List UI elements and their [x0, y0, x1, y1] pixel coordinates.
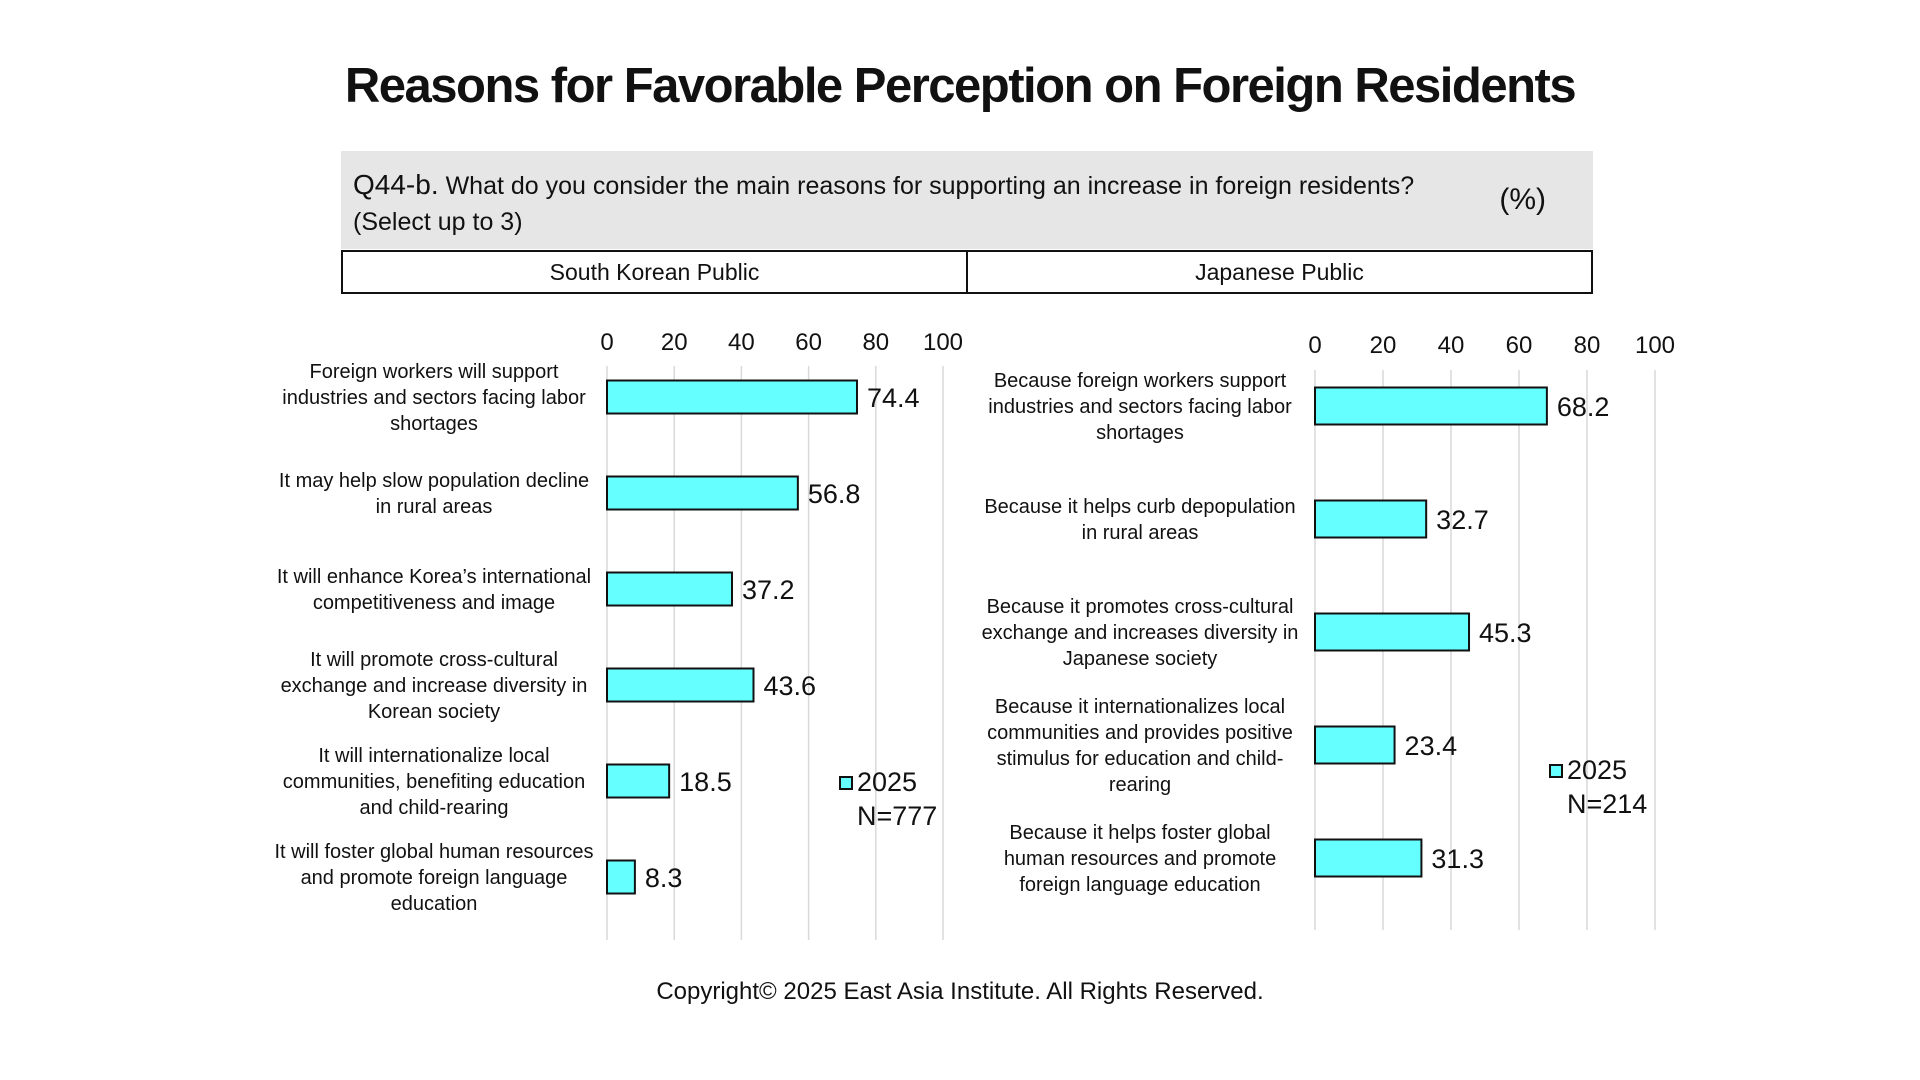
- copyright-text: Copyright© 2025 East Asia Institute. All…: [656, 978, 1264, 1005]
- category-label: It will promote cross-cultural exchange a…: [281, 649, 588, 723]
- category-label-line: stimulus for education and child-: [997, 748, 1284, 770]
- panel-header-row: South Korean Public Japanese Public: [341, 250, 1593, 294]
- category-label-line: communities and provides positive: [987, 722, 1293, 744]
- bar: [1314, 612, 1471, 652]
- bar: [606, 379, 858, 415]
- data-label: 37.2: [742, 575, 795, 605]
- category-label-line: Because it promotes cross-cultural: [987, 596, 1294, 618]
- category-label-line: Because it internationalizes local: [995, 696, 1285, 718]
- category-label-line: exchange and increases diversity in: [982, 622, 1299, 644]
- unit-label: (%): [1499, 183, 1546, 216]
- tick-label: 0: [600, 329, 613, 356]
- bar: [1314, 838, 1423, 878]
- category-label-line: rearing: [1109, 774, 1171, 796]
- bar: [1314, 499, 1428, 539]
- category-label: Because it helps curb depopulation in rur…: [984, 496, 1295, 544]
- category-label-line: industries and sectors facing labor: [282, 387, 586, 409]
- category-label-line: in rural areas: [376, 496, 493, 518]
- category-label: Foreign workers will support industries a…: [282, 361, 586, 435]
- category-label-line: industries and sectors facing labor: [988, 396, 1292, 418]
- category-label-line: human resources and promote: [1004, 848, 1276, 870]
- tick-label: 100: [1635, 332, 1675, 359]
- category-label-line: Because it helps curb depopulation: [984, 496, 1295, 518]
- tick-label: 20: [1370, 332, 1397, 359]
- data-label: 18.5: [679, 767, 732, 797]
- category-label: Because it helps foster global human reso…: [1004, 822, 1276, 896]
- question-box: Q44-b. What do you consider the main rea…: [341, 151, 1593, 249]
- chart-title: Reasons for Favorable Perception on Fore…: [344, 59, 1577, 113]
- category-label-line: exchange and increase diversity in: [281, 675, 588, 697]
- category-label: Because foreign workers support industrie…: [988, 370, 1292, 444]
- category-label-line: Japanese society: [1063, 648, 1218, 670]
- category-label-line: It will foster global human resources: [274, 841, 593, 863]
- category-label-line: education: [391, 893, 478, 915]
- panel-header-japan: Japanese Public: [966, 252, 1591, 292]
- data-label: 68.2: [1557, 392, 1610, 422]
- category-label: It will enhance Korea’s international com…: [277, 566, 591, 614]
- category-label-line: and child-rearing: [360, 797, 509, 819]
- tick-label: 0: [1308, 332, 1321, 359]
- category-label: Because it promotes cross-cultural exchan…: [982, 596, 1299, 670]
- category-label-line: It will internationalize local: [318, 745, 549, 767]
- legend-label: 2025: [1567, 755, 1627, 785]
- panel-header-korea: South Korean Public: [549, 259, 760, 285]
- category-label: It will foster global human resources and…: [274, 841, 593, 915]
- question-text: Q44-b. What do you consider the main rea…: [353, 167, 1453, 240]
- legend-sample-size: N=777: [857, 801, 937, 831]
- category-label-line: foreign language education: [1019, 874, 1260, 896]
- legend-sample-size: N=214: [1567, 789, 1647, 819]
- tick-label: 20: [661, 329, 688, 356]
- category-label-line: shortages: [390, 413, 478, 435]
- tick-label: 60: [795, 329, 822, 356]
- data-label: 31.3: [1431, 844, 1484, 874]
- bar: [1314, 725, 1396, 765]
- legend-swatch: [839, 776, 853, 790]
- category-label-line: shortages: [1096, 422, 1184, 444]
- data-label: 56.8: [808, 479, 861, 509]
- category-label: It may help slow population decline in ru…: [279, 470, 589, 518]
- bar: [606, 667, 755, 703]
- category-label-line: Foreign workers will support: [310, 361, 559, 383]
- bar: [606, 763, 671, 799]
- tick-label: 60: [1506, 332, 1533, 359]
- category-label-line: competitiveness and image: [313, 592, 555, 614]
- tick-label: 100: [923, 329, 963, 356]
- category-label-line: and promote foreign language: [301, 867, 568, 889]
- bar: [1314, 386, 1548, 426]
- data-label: 23.4: [1405, 731, 1458, 761]
- category-label-line: Because foreign workers support: [994, 370, 1287, 392]
- bar: [606, 475, 799, 511]
- tick-label: 40: [728, 329, 755, 356]
- category-label-line: Because it helps foster global: [1009, 822, 1270, 844]
- category-label-line: It will enhance Korea’s international: [277, 566, 591, 588]
- legend-label: 2025: [857, 767, 917, 797]
- category-label-line: It will promote cross-cultural: [310, 649, 558, 671]
- data-label: 32.7: [1436, 505, 1489, 535]
- category-label-line: communities, benefiting education: [283, 771, 585, 793]
- data-label: 8.3: [645, 863, 683, 893]
- data-label: 74.4: [867, 383, 920, 413]
- tick-label: 80: [862, 329, 889, 356]
- category-label-line: It may help slow population decline: [279, 470, 589, 492]
- bar: [606, 571, 733, 607]
- data-label: 45.3: [1479, 618, 1532, 648]
- category-label: It will internationalize local communitie…: [283, 745, 585, 819]
- bar: [606, 859, 636, 895]
- data-label: 43.6: [763, 671, 816, 701]
- tick-label: 40: [1438, 332, 1465, 359]
- legend-swatch: [1549, 764, 1563, 778]
- question-label: Q44-b.: [353, 169, 439, 200]
- category-label-line: in rural areas: [1082, 522, 1199, 544]
- question-note: (Select up to 3): [353, 208, 523, 236]
- category-label-line: Korean society: [368, 701, 500, 723]
- category-label: Because it internationalizes local commun…: [987, 696, 1293, 796]
- question-body: What do you consider the main reasons fo…: [445, 172, 1415, 200]
- tick-label: 80: [1574, 332, 1601, 359]
